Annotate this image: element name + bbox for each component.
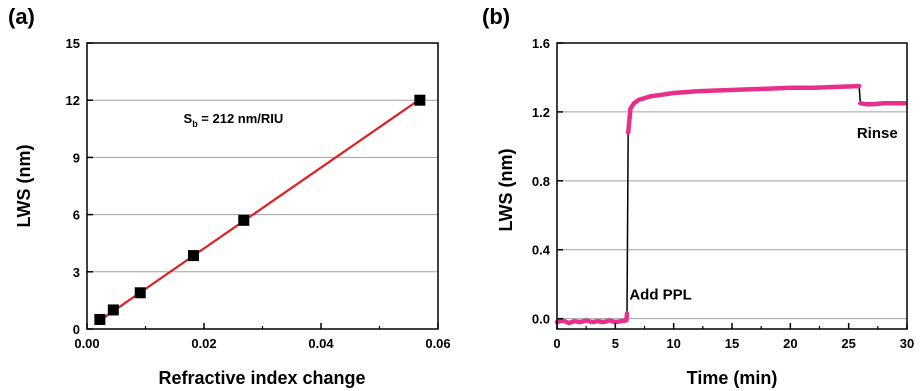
a-y-tick-label: 12 — [66, 93, 80, 108]
b-x-tick-label: 0 — [553, 336, 560, 351]
a-x-tick-label: 0.02 — [191, 336, 216, 351]
b-y-tick-label: 0.4 — [532, 243, 551, 258]
panel-b-x-axis-title: Time (min) — [687, 368, 778, 388]
a-y-tick-label: 15 — [66, 36, 80, 51]
a-y-tick-label: 9 — [73, 150, 80, 165]
b-y-tick-label: 1.2 — [532, 105, 550, 120]
b-x-tick-label: 10 — [666, 336, 680, 351]
step-connector-line — [626, 132, 629, 314]
a-x-tick-label: 0.06 — [425, 336, 450, 351]
panel-a-x-axis-title: Refractive index change — [158, 368, 365, 388]
time-series-line — [554, 311, 630, 326]
panel-b-y-axis-title: LWS (nm) — [496, 149, 516, 232]
b-x-tick-label: 5 — [612, 336, 619, 351]
a-plot-frame — [86, 42, 439, 330]
time-series-line — [625, 83, 862, 135]
a-y-tick-label: 6 — [73, 208, 80, 223]
time-series-line — [858, 101, 907, 107]
b-x-tick-label: 30 — [900, 336, 914, 351]
add-ppl-annotation: Add PPL — [629, 287, 692, 304]
panel-a-y-axis-title: LWS (nm) — [14, 145, 34, 228]
a-x-tick-label: 0.00 — [74, 336, 99, 351]
b-x-tick-label: 20 — [783, 336, 797, 351]
linear-fit-line — [99, 98, 421, 322]
panel-b-label: (b) — [482, 4, 510, 29]
data-point-marker — [238, 214, 250, 226]
b-y-tick-label: 0.0 — [532, 312, 550, 327]
data-point-marker — [414, 94, 426, 106]
a-y-tick-label: 0 — [73, 322, 80, 337]
data-point-marker — [94, 313, 106, 325]
data-point-marker — [107, 304, 119, 316]
sensitivity-annotation: Sb = 212 nm/RIU — [184, 111, 284, 129]
step-connector-line — [858, 86, 862, 104]
b-y-tick-label: 1.6 — [532, 36, 550, 51]
panel-b: (b) 0.0 0.4 0.8 1.2 1.6 0 5 10 15 20 25 30 Add PPL R… — [482, 4, 914, 388]
data-point-marker — [187, 250, 199, 262]
panel-a-label: (a) — [8, 4, 35, 29]
b-x-tick-label: 15 — [725, 336, 739, 351]
a-y-tick-label: 3 — [73, 265, 80, 280]
data-point-marker — [134, 287, 146, 299]
rinse-annotation: Rinse — [857, 125, 898, 142]
b-y-tick-label: 0.8 — [532, 174, 550, 189]
b-x-tick-label: 25 — [841, 336, 855, 351]
panel-a: (a) 0 3 6 9 12 15 0.00 0.02 0.04 0.06 Sb = 212 nm… — [8, 4, 451, 388]
a-x-tick-label: 0.04 — [308, 336, 334, 351]
